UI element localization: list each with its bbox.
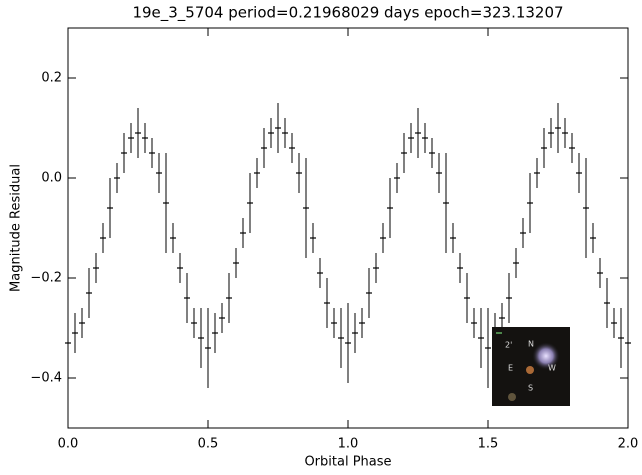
image-label: S — [528, 384, 533, 393]
y-tick-label: −0.4 — [30, 371, 62, 386]
x-axis-label: Orbital Phase — [304, 455, 391, 470]
y-tick-label: 0.2 — [41, 71, 62, 86]
image-label: E — [508, 364, 513, 373]
image-star — [508, 393, 516, 401]
x-tick-label: 2.0 — [618, 437, 639, 452]
y-tick-label: 0.0 — [41, 171, 62, 186]
image-label: W — [548, 364, 556, 373]
image-label: N — [528, 340, 534, 349]
y-axis-label: Magnitude Residual — [9, 164, 24, 292]
data-layer — [65, 103, 631, 388]
image-star — [532, 342, 560, 370]
finder-image: 2' N E W S — [492, 327, 570, 406]
y-tick-label: −0.2 — [30, 271, 62, 286]
x-tick-label: 1.5 — [478, 437, 499, 452]
x-tick-label: 0.0 — [58, 437, 79, 452]
chart-title: 19e_3_5704 period=0.21968029 days epoch=… — [132, 4, 563, 23]
image-target — [526, 366, 534, 374]
image-label: 2' — [505, 341, 512, 350]
x-tick-label: 0.5 — [198, 437, 219, 452]
x-tick-label: 1.0 — [338, 437, 359, 452]
